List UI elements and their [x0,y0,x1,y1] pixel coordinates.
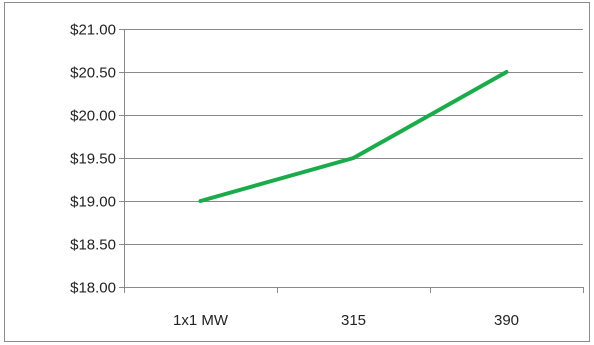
x-tick-label: 1x1 MW [173,312,229,329]
x-axis-tick-labels: 1x1 MW 315 390 [173,312,519,329]
y-tick-label: $21.00 [70,22,116,39]
y-axis-tick-labels: $18.00 $18.50 $19.00 $19.50 $20.00 $20.50 $21.… [70,22,116,297]
x-tick-label: 390 [494,312,519,329]
y-tick-label: $20.50 [70,65,116,82]
y-tick-label: $18.00 [70,280,116,297]
y-tick-label: $19.50 [70,151,116,168]
gridlines [124,29,583,245]
axes [119,29,584,293]
series [198,70,509,203]
y-tick-label: $19.00 [70,194,116,211]
series-line [198,70,509,203]
x-tick-label: 315 [341,312,366,329]
y-tick-label: $18.50 [70,237,116,254]
y-tick-label: $20.00 [70,108,116,125]
